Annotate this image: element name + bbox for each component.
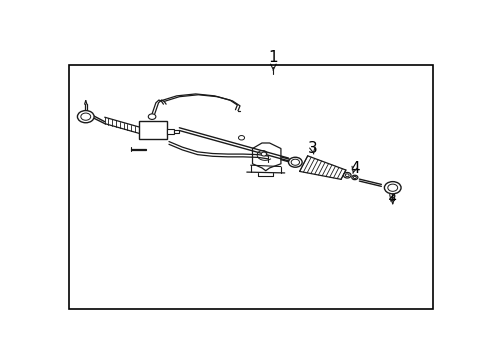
Text: 4: 4 [349,161,359,176]
Text: 1: 1 [268,50,278,64]
Circle shape [261,152,266,156]
Text: 2: 2 [387,188,397,203]
Circle shape [351,175,357,180]
Bar [167,129,174,134]
Circle shape [290,159,299,165]
Circle shape [384,181,400,194]
Bar [68,66,432,309]
Circle shape [77,111,94,123]
Circle shape [148,114,156,120]
Circle shape [343,172,350,178]
Text: 3: 3 [307,141,317,156]
Circle shape [387,184,397,191]
Circle shape [345,174,348,177]
Circle shape [81,113,90,120]
Bar [174,130,179,133]
Circle shape [288,157,302,167]
Circle shape [353,176,356,179]
Bar [139,121,167,139]
Circle shape [238,136,244,140]
